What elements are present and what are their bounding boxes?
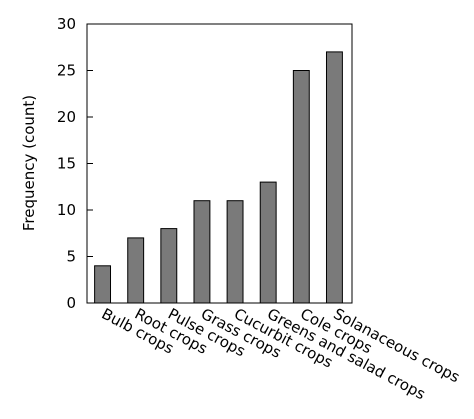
bar-4 — [226, 200, 244, 304]
bars — [94, 51, 343, 304]
y-tick-label: 5 — [66, 248, 76, 266]
y-tick-label: 25 — [57, 62, 76, 80]
y-tick-label: 20 — [57, 108, 76, 126]
bar-3 — [193, 200, 211, 304]
y-tick-label: 0 — [66, 294, 76, 312]
bar-2 — [160, 228, 178, 304]
bar-6 — [292, 70, 310, 304]
y-tick-label: 15 — [57, 155, 76, 173]
bar-1 — [127, 237, 145, 304]
bar-0 — [94, 265, 112, 304]
bar-5 — [259, 181, 277, 304]
y-tick-label: 30 — [57, 15, 76, 33]
plot-frame — [86, 23, 353, 304]
y-axis-title: Frequency (count) — [20, 95, 38, 231]
bar-7 — [325, 51, 343, 304]
y-axis: 0 5 10 15 20 25 30 — [57, 15, 93, 312]
y-tick-label: 10 — [57, 201, 76, 219]
